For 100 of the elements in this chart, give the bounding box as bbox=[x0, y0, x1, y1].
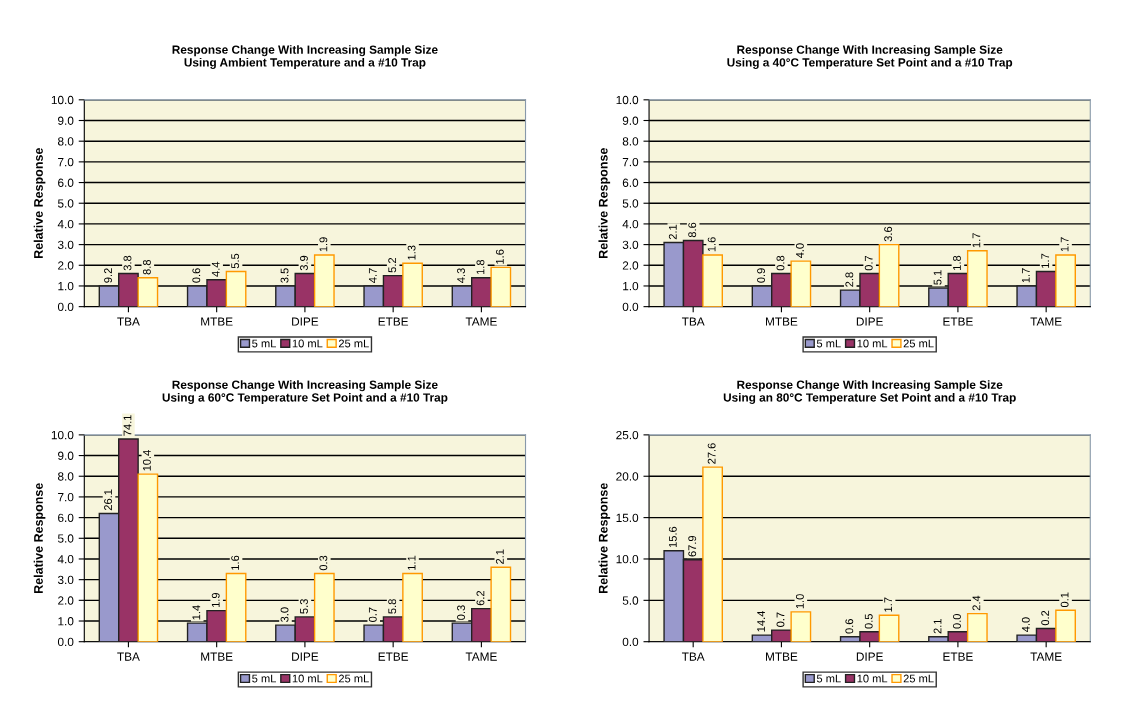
y-tick-label: 6.0 bbox=[58, 513, 74, 522]
y-tick-label: 0.0 bbox=[622, 302, 639, 312]
y-tick-label: 5.0 bbox=[622, 596, 639, 605]
annotation: 1.8 bbox=[953, 255, 961, 270]
annotation: 2.8 bbox=[845, 272, 854, 287]
annotation: 3.5 bbox=[280, 268, 289, 283]
chart-subtitle: Using a 60°C Temperature Set Point and a #10 Trap bbox=[162, 392, 448, 405]
annotation: 14.4 bbox=[757, 611, 765, 632]
annotation: 15.6 bbox=[668, 526, 677, 548]
chart-title: Response Change With Increasing Sample Size bbox=[737, 380, 1003, 392]
y-tick-label: 2.0 bbox=[58, 261, 74, 270]
annotation: 0.3 bbox=[457, 605, 465, 620]
annotation: 0.7 bbox=[864, 255, 873, 271]
y-tick-label: 0.0 bbox=[57, 637, 74, 647]
y-tick-label: 5.0 bbox=[57, 199, 74, 208]
annotation: 5.5 bbox=[231, 253, 240, 269]
bar bbox=[966, 250, 988, 307]
annotation: 2.1 bbox=[933, 619, 942, 634]
y-tick-label: 10.0 bbox=[51, 430, 74, 440]
y-tick-label: 2.0 bbox=[58, 596, 74, 605]
annotation: 0.3 bbox=[319, 555, 328, 571]
annotation: 1.7 bbox=[1041, 253, 1050, 268]
legend-label: 25 mL bbox=[338, 674, 369, 683]
bar bbox=[137, 473, 159, 642]
annotation: 0.6 bbox=[845, 619, 854, 634]
y-tick-label: 3.0 bbox=[622, 240, 639, 249]
bar bbox=[790, 260, 812, 307]
legend-label: 10 mL bbox=[857, 674, 888, 683]
annotation: 0.7 bbox=[776, 612, 785, 627]
annotation: 26.1 bbox=[104, 489, 112, 511]
annotation: 2.1 bbox=[668, 224, 677, 240]
y-tick-label: 0.0 bbox=[57, 302, 74, 312]
y-tick-label: 9.0 bbox=[622, 116, 639, 125]
chart-subtitle: Using Ambient Temperature and a #10 Trap bbox=[184, 57, 426, 69]
annotation: 1.3 bbox=[407, 245, 416, 260]
annotation: 6.2 bbox=[476, 590, 485, 606]
x-tick-label: TAME bbox=[465, 317, 497, 326]
annotation: 2.1 bbox=[495, 549, 504, 564]
legend-label: 5 mL bbox=[816, 339, 841, 348]
annotation: 1.7 bbox=[884, 597, 892, 612]
y-tick-label: 25.0 bbox=[616, 430, 639, 440]
x-tick-label: MTBE bbox=[201, 317, 233, 326]
x-tick-label: ETBE bbox=[378, 652, 409, 661]
legend-label: 25 mL bbox=[903, 339, 934, 348]
y-axis-title: Relative Response bbox=[598, 483, 611, 594]
y-axis-title: Relative Response bbox=[598, 148, 611, 258]
annotation: 1.6 bbox=[707, 237, 716, 252]
annotation: 8.6 bbox=[688, 222, 697, 238]
y-tick-label: 15.0 bbox=[616, 513, 639, 522]
annotation: 3.6 bbox=[884, 226, 893, 242]
annotation: 4.0 bbox=[795, 243, 804, 259]
bar bbox=[402, 572, 423, 642]
annotation: 67.9 bbox=[688, 535, 697, 557]
bar bbox=[490, 566, 512, 642]
y-tick-label: 6.0 bbox=[58, 178, 74, 187]
y-axis-title: Relative Response bbox=[33, 148, 46, 258]
annotation: 3.9 bbox=[300, 255, 308, 271]
annotation: 1.9 bbox=[211, 592, 220, 608]
annotation: 1.0 bbox=[795, 594, 804, 609]
y-axis-title: Relative Response bbox=[33, 483, 46, 594]
y-tick-label: 9.0 bbox=[58, 116, 74, 125]
annotation: 0.0 bbox=[953, 613, 961, 629]
bar bbox=[702, 254, 723, 307]
annotation: 3.8 bbox=[123, 255, 132, 271]
y-tick-label: 8.0 bbox=[57, 137, 74, 146]
annotation: 5.2 bbox=[388, 257, 397, 273]
chart-subtitle: Using a 40°C Temperature Set Point and a #10 Trap bbox=[727, 57, 1013, 69]
annotation: 0.2 bbox=[1041, 610, 1050, 626]
chart-subtitle: Using an 80°C Temperature Set Point and a #10 Trap bbox=[723, 392, 1016, 405]
bar bbox=[790, 611, 812, 642]
legend-label: 25 mL bbox=[338, 339, 369, 348]
y-tick-label: 4.0 bbox=[57, 555, 74, 564]
annotation: 1.7 bbox=[1060, 237, 1069, 252]
y-tick-label: 7.0 bbox=[58, 492, 74, 502]
bar bbox=[313, 572, 335, 642]
annotation: 5.1 bbox=[933, 270, 942, 285]
x-tick-label: DIPE bbox=[856, 652, 883, 661]
bar bbox=[137, 276, 159, 307]
annotation: 0.1 bbox=[1060, 592, 1069, 608]
legend-label: 10 mL bbox=[292, 339, 323, 348]
chart-title: Response Change With Increasing Sample Size bbox=[172, 380, 438, 392]
annotation: 1.4 bbox=[192, 605, 201, 620]
bar bbox=[1055, 254, 1076, 307]
annotation: 1.9 bbox=[319, 237, 328, 252]
annotation: 27.6 bbox=[707, 443, 716, 464]
x-tick-label: MTBE bbox=[766, 652, 798, 661]
y-tick-label: 8.0 bbox=[57, 472, 74, 481]
y-tick-label: 1.0 bbox=[58, 282, 74, 291]
legend-label: 5 mL bbox=[816, 674, 841, 683]
y-tick-label: 7.0 bbox=[58, 157, 74, 167]
chart-title: Response Change With Increasing Sample Size bbox=[737, 45, 1003, 57]
y-tick-label: 4.0 bbox=[57, 219, 74, 229]
y-tick-label: 0.0 bbox=[622, 637, 639, 647]
bar bbox=[225, 572, 247, 642]
annotation: 10.4 bbox=[142, 450, 151, 471]
legend-label: 25 mL bbox=[903, 674, 934, 683]
annotation: 1.7 bbox=[972, 233, 981, 248]
y-tick-label: 10.0 bbox=[616, 555, 639, 564]
annotation: 4.3 bbox=[457, 268, 465, 283]
bar bbox=[702, 466, 723, 642]
